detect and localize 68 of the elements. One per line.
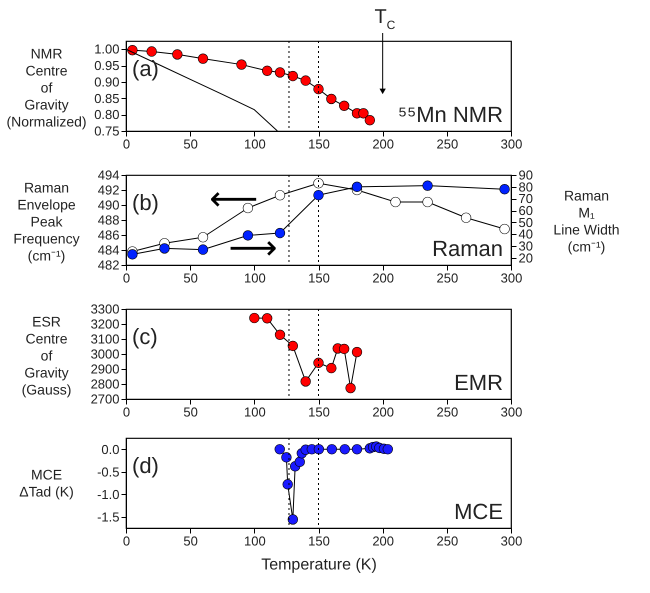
y-tick-label: 484 — [98, 242, 120, 258]
x-tick-label: 0 — [122, 534, 130, 548]
x-tick-label: 100 — [244, 534, 266, 548]
y-axis-title: NMR Centre of Gravity (Normalized) — [6, 46, 87, 130]
x-tick-label: 250 — [436, 404, 458, 420]
annotation: MCE — [454, 499, 503, 524]
x-tick-label: 50 — [183, 270, 198, 286]
x-tick-label: 250 — [436, 534, 458, 548]
y-axis-title: Raman Envelope Peak Frequency (cm⁻¹) — [13, 180, 80, 264]
y-tick-label: 3200 — [90, 316, 120, 332]
x-tick-label: 300 — [500, 270, 522, 286]
y-tick-label: 0.0 — [101, 442, 120, 457]
y-tick-label: 0.80 — [94, 107, 120, 122]
x-tick-label: 200 — [372, 404, 394, 420]
y-tick-label: 2700 — [90, 392, 120, 406]
x-tick-label: 300 — [500, 404, 522, 420]
y-tick-label: -0.5 — [97, 464, 120, 480]
y-tick-label: 490 — [98, 198, 120, 212]
y-tick-label: 0.90 — [94, 74, 120, 90]
x-tick-label: 0 — [122, 136, 130, 152]
x-tick-label: 100 — [244, 270, 266, 286]
y-tick-label: 1.00 — [94, 42, 120, 57]
y-tick-label: 492 — [98, 182, 120, 198]
x-tick-label: 100 — [244, 136, 266, 152]
y-tick-label: -1.5 — [97, 509, 120, 524]
y-tick-label: 2800 — [90, 376, 120, 392]
y-tick-label: 486 — [98, 228, 120, 242]
y-tick-label: 0.85 — [94, 90, 120, 106]
x-axis-title: Temperature (K) — [261, 556, 377, 574]
y-tick-label: 3300 — [90, 302, 120, 316]
x-tick-label: 50 — [183, 404, 198, 420]
annotation: ⁵⁵Mn NMR — [398, 102, 503, 127]
annotation: (b) — [132, 190, 159, 215]
y2-axis-title: Raman M₁ Line Width (cm⁻¹) — [553, 188, 620, 254]
x-tick-label: 300 — [500, 136, 522, 152]
x-tick-label: 50 — [183, 136, 198, 152]
annotation: (a) — [132, 56, 159, 81]
annotation: (c) — [132, 324, 158, 349]
y-axis-title: MCE ΔTad (K) — [19, 466, 74, 500]
x-tick-label: 250 — [436, 136, 458, 152]
y-tick-label: -1.0 — [97, 486, 120, 502]
x-tick-label: 100 — [244, 404, 266, 420]
x-tick-label: 200 — [372, 270, 394, 286]
x-tick-label: 150 — [308, 270, 330, 286]
annotation: EMR — [454, 370, 503, 395]
annotation: (d) — [132, 453, 159, 478]
x-tick-label: 50 — [183, 534, 198, 548]
x-tick-label: 300 — [500, 534, 522, 548]
y-tick-label: 0.75 — [94, 124, 120, 138]
y-tick-label: 0.95 — [94, 58, 120, 74]
y-tick-label: 3000 — [90, 346, 120, 362]
x-tick-label: 0 — [122, 270, 130, 286]
x-tick-label: 250 — [436, 270, 458, 286]
annotation: ⟶ — [228, 228, 278, 268]
x-tick-label: 150 — [308, 534, 330, 548]
x-tick-label: 200 — [372, 136, 394, 152]
x-tick-label: 150 — [308, 404, 330, 420]
annotation: ⟵ — [209, 179, 258, 220]
annotation: Raman — [432, 236, 503, 261]
y-tick-label: 2900 — [90, 362, 120, 376]
y-tick-label: 488 — [98, 212, 120, 228]
x-tick-label: 0 — [122, 404, 130, 420]
y-tick-label: 3100 — [90, 332, 120, 346]
x-tick-label: 150 — [308, 136, 330, 152]
y-axis-title: ESR Centre of Gravity (Gauss) — [22, 314, 72, 398]
y-tick-label: 494 — [98, 168, 120, 182]
y-tick-label: 482 — [98, 258, 120, 272]
x-tick-label: 200 — [372, 534, 394, 548]
